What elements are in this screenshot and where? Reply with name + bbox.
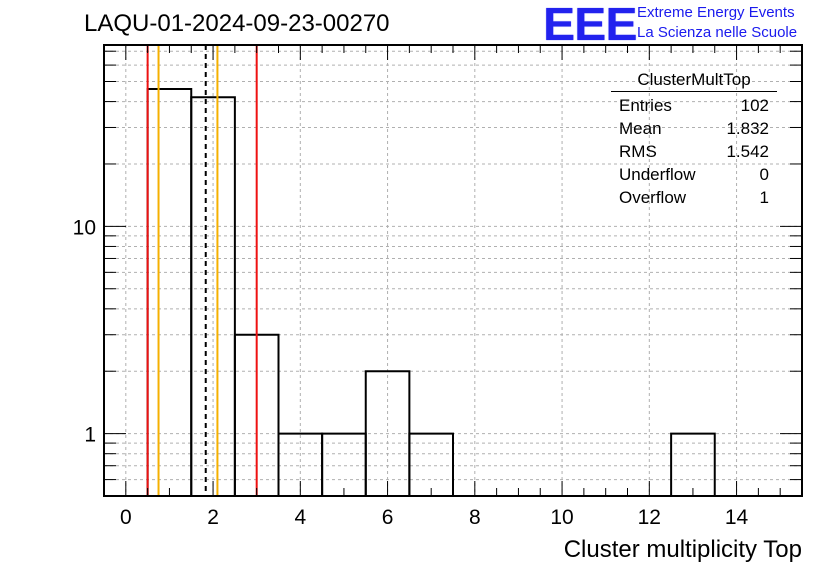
stats-row-overflow: Overflow 1 <box>611 186 777 209</box>
stats-row-mean: Mean 1.832 <box>611 117 777 140</box>
x-tick-label: 0 <box>120 506 132 529</box>
stats-row-underflow: Underflow 0 <box>611 163 777 186</box>
stats-value: 0 <box>759 165 769 184</box>
stats-value: 102 <box>740 96 769 115</box>
plot-frame <box>103 44 803 497</box>
x-tick-label: 10 <box>550 506 573 529</box>
eee-logo: EEE <box>543 0 638 50</box>
x-tick-label: 6 <box>382 506 394 529</box>
stats-row-entries: Entries 102 <box>611 94 777 117</box>
histogram-bar <box>190 96 236 496</box>
stats-box: ClusterMultTop Entries 102 Mean 1.832 RM… <box>611 70 777 209</box>
logo-line-1: Extreme Energy Events <box>637 4 795 21</box>
x-tick-label: 2 <box>207 506 219 529</box>
stats-label: RMS <box>619 142 657 161</box>
histogram-bar <box>670 432 716 496</box>
y-tick-label: 1 <box>84 424 96 447</box>
stats-label: Underflow <box>619 165 696 184</box>
stats-label: Mean <box>619 119 662 138</box>
stats-value: 1 <box>759 188 769 207</box>
x-tick-label: 4 <box>294 506 306 529</box>
y-tick-label: 10 <box>73 216 96 239</box>
stats-label: Overflow <box>619 188 687 207</box>
histogram-bar <box>408 432 454 496</box>
x-tick-label: 12 <box>638 506 661 529</box>
histogram-bar <box>146 88 193 496</box>
x-axis-label: Cluster multiplicity Top <box>563 536 802 563</box>
stats-label: Entries <box>619 96 672 115</box>
marker-lines <box>146 45 258 496</box>
axis-ticks <box>104 45 802 497</box>
x-tick-label: 14 <box>725 506 749 529</box>
stats-title: ClusterMultTop <box>611 70 777 92</box>
tick-labels: 0 2 4 6 8 10 12 14 1 10 <box>73 216 749 529</box>
chart-title: LAQU-01-2024-09-23-00270 <box>84 10 390 37</box>
stats-value: 1.542 <box>726 142 769 161</box>
stats-row-rms: RMS 1.542 <box>611 140 777 163</box>
logo-line-2: La Scienza nelle Scuole <box>637 24 798 41</box>
x-tick-label: 8 <box>469 506 481 529</box>
stats-value: 1.832 <box>726 119 769 138</box>
